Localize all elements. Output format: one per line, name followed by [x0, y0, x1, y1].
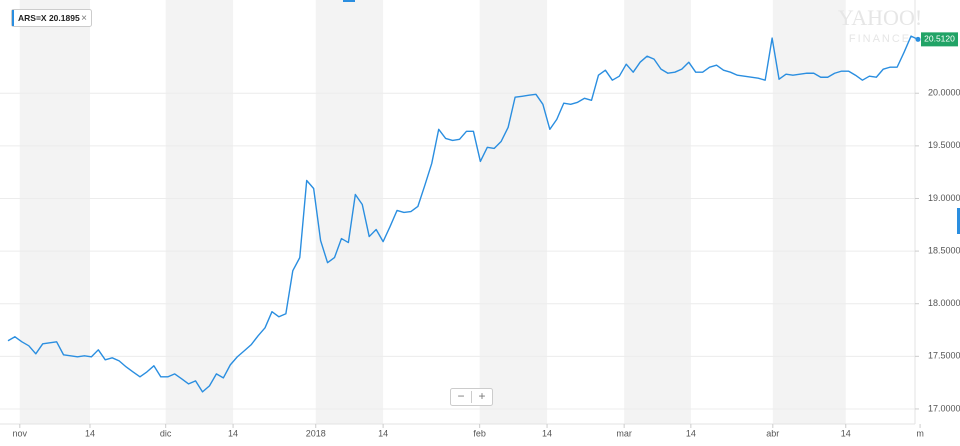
- x-tick-label: nov: [13, 428, 28, 438]
- y-tick-label: 17.5000: [928, 351, 960, 361]
- x-tick-label: 14: [378, 428, 388, 438]
- scroll-handle[interactable]: [957, 208, 960, 234]
- y-tick-label: 19.5000: [928, 140, 960, 150]
- y-tick-label: 18.5000: [928, 245, 960, 255]
- x-tick-label: 2018: [306, 428, 326, 438]
- y-tick-label: 19.0000: [928, 193, 960, 203]
- x-tick-label: 14: [85, 428, 95, 438]
- x-tick-label: 14: [686, 428, 696, 438]
- x-tick-label: dic: [160, 428, 172, 438]
- month-band: [315, 0, 384, 424]
- y-tick-label: 18.0000: [928, 298, 960, 308]
- y-tick-label: 17.0000: [928, 403, 960, 413]
- x-tick-label: 14: [228, 428, 238, 438]
- x-tick-label: feb: [473, 428, 486, 438]
- tab-indicator: [343, 0, 355, 2]
- month-band: [165, 0, 234, 424]
- watermark: FINANCE: [849, 33, 911, 45]
- y-tick-label: 20.0000: [928, 88, 960, 98]
- last-price-box: [921, 32, 958, 47]
- legend-label: ARS=X 20.1895: [18, 13, 80, 23]
- price-line: [7, 35, 919, 393]
- zoom-in[interactable]: +: [478, 389, 485, 403]
- legend-close[interactable]: ×: [81, 13, 87, 24]
- watermark: YAHOO!: [838, 5, 922, 30]
- last-point: [915, 36, 921, 42]
- zoom-controls: − +: [450, 388, 493, 406]
- x-tick-label: m: [916, 428, 924, 438]
- x-tick-label: 14: [542, 428, 552, 438]
- x-tick-label: 14: [841, 428, 851, 438]
- month-band: [19, 0, 90, 424]
- month-band: [772, 0, 846, 424]
- zoom-out[interactable]: −: [457, 389, 464, 403]
- x-tick-label: abr: [766, 428, 779, 438]
- month-bands: [19, 0, 846, 424]
- x-tick-label: mar: [616, 428, 632, 438]
- last-price-label: 20.5120: [924, 34, 955, 44]
- grid: [0, 92, 915, 410]
- month-band: [479, 0, 548, 424]
- legend-chip: ARS=X 20.1895 ×: [11, 9, 92, 27]
